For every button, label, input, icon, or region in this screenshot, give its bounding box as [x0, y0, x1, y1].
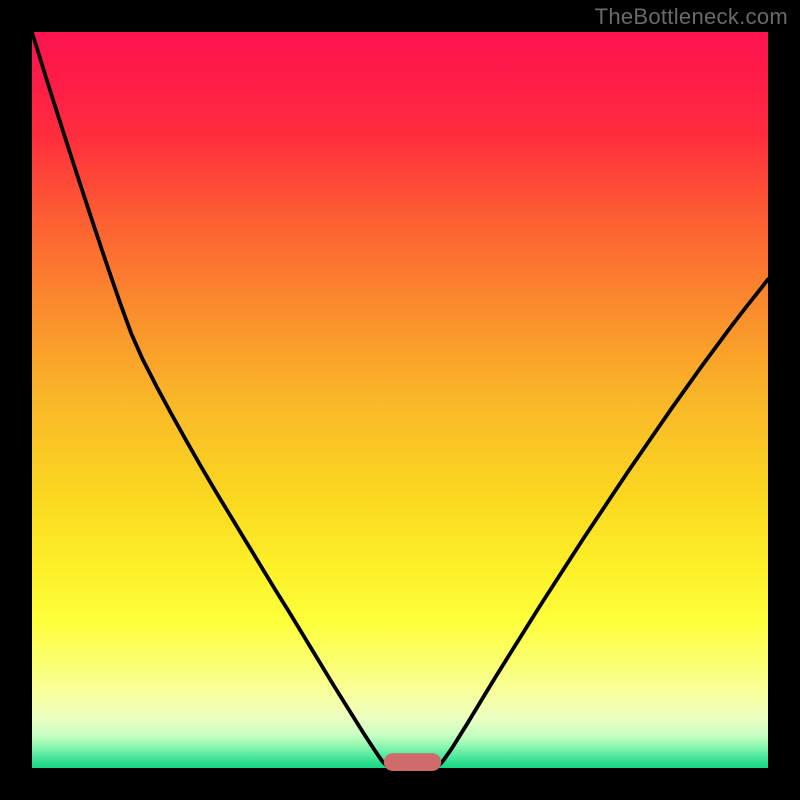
watermark-text: TheBottleneck.com — [595, 4, 788, 30]
chart-container: TheBottleneck.com — [0, 0, 800, 800]
bottleneck-chart — [0, 0, 800, 800]
plot-background-gradient — [32, 32, 768, 768]
optimal-marker — [384, 753, 441, 771]
